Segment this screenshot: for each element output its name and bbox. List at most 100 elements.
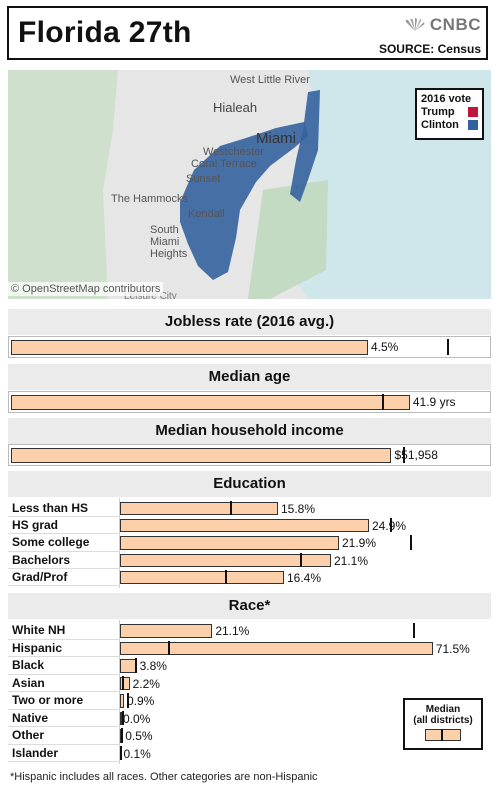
median-tick	[402, 447, 405, 463]
value-label: 15.8%	[281, 502, 316, 516]
brand-logo: CNBC	[404, 15, 481, 35]
header-box	[7, 6, 488, 60]
chart-box: 4.5%	[8, 336, 491, 358]
value-label: 0.5%	[125, 729, 153, 743]
bar	[11, 340, 368, 355]
value-label: 21.9%	[342, 536, 377, 551]
category-label: Some college	[8, 534, 120, 552]
category-label: Grad/Prof	[8, 569, 120, 586]
legend-item-clinton: Clinton	[421, 119, 478, 131]
map-label-hialeah: Hialeah	[213, 100, 258, 115]
section-header: Education	[8, 471, 491, 497]
median-tick	[390, 518, 392, 533]
median-legend-tick	[441, 729, 443, 741]
chart-box: Less than HS 15.8% HS grad 24.9% Some colleg…	[8, 498, 491, 588]
bar	[120, 502, 278, 516]
bar	[120, 570, 284, 584]
bar	[120, 641, 433, 655]
bar	[120, 536, 339, 550]
bar	[120, 553, 331, 567]
category-label: Less than HS	[8, 500, 120, 518]
vote-legend: 2016 vote Trump Clinton	[415, 88, 484, 140]
bar	[11, 395, 410, 410]
median-tick	[135, 658, 138, 673]
value-label: 3.8%	[139, 659, 167, 673]
map-label-westchester: Westchester	[203, 146, 264, 158]
section-header: Race*	[8, 593, 491, 619]
chart-box: $51,958	[8, 444, 491, 466]
median-tick	[126, 693, 129, 708]
median-tick	[447, 339, 450, 355]
median-legend: Median (all districts)	[403, 698, 483, 750]
source-note: SOURCE: Census	[378, 42, 481, 56]
median-tick	[382, 394, 385, 410]
value-label: 2.2%	[132, 676, 160, 691]
map-label-miami: Miami	[256, 130, 296, 147]
median-tick	[121, 710, 124, 725]
median-tick	[300, 552, 302, 567]
label-divider	[119, 498, 120, 588]
value-label: 21.1%	[334, 553, 369, 568]
chart-box: 41.9 yrs	[8, 391, 491, 413]
category-label: Other	[8, 727, 120, 745]
bar	[120, 659, 137, 673]
map-label-west-little-river: West Little River	[230, 74, 310, 86]
value-label: $51,958	[394, 448, 438, 462]
clinton-swatch	[468, 120, 478, 130]
legend-title: 2016 vote	[421, 93, 472, 105]
section-header: Median age	[8, 364, 491, 390]
bar	[120, 711, 122, 725]
map-label-the-hammocks: The Hammocks	[111, 193, 189, 205]
median-tick	[122, 675, 125, 690]
category-label: Asian	[8, 675, 120, 692]
median-tick	[168, 640, 171, 655]
median-tick	[225, 569, 227, 584]
median-tick	[413, 623, 416, 638]
category-label: Hispanic	[8, 640, 120, 657]
category-label: Bachelors	[8, 552, 120, 569]
trump-swatch	[468, 107, 478, 117]
value-label: 24.9%	[372, 519, 407, 534]
median-tick	[121, 728, 124, 743]
district-shape-east	[290, 90, 320, 202]
map-label-sunset: Sunset	[186, 173, 221, 185]
section-header: Median household income	[8, 418, 491, 444]
median-tick	[230, 501, 232, 516]
footnote: *Hispanic includes all races. Other cate…	[10, 771, 318, 783]
legend-item-trump: Trump	[421, 106, 478, 118]
category-label: White NH	[8, 622, 120, 640]
section-header: Jobless rate (2016 avg.)	[8, 309, 491, 335]
map-label-south-miami-heights: South Miami Heights	[150, 224, 188, 260]
value-label: 4.5%	[371, 340, 399, 354]
category-label: Native	[8, 710, 120, 727]
value-label: 0.0%	[123, 711, 151, 726]
median-legend-line2: (all districts)	[413, 715, 473, 726]
district-shape-west	[180, 122, 308, 280]
bar	[120, 694, 124, 708]
category-label: Black	[8, 657, 120, 675]
value-label: 0.1%	[123, 746, 151, 761]
map-label-kendall: Kendall	[188, 208, 225, 220]
value-label: 71.5%	[435, 641, 470, 656]
brand-name: CNBC	[429, 15, 481, 34]
category-label: HS grad	[8, 517, 120, 535]
value-label: 41.9 yrs	[412, 395, 456, 409]
median-tick	[120, 745, 123, 760]
bar	[120, 676, 130, 690]
bar	[120, 624, 213, 638]
park-area	[248, 180, 328, 299]
median-legend-bar	[425, 729, 461, 741]
map-label-coral-terrace: Coral Terrace	[191, 158, 257, 170]
bar	[11, 448, 392, 463]
value-label: 21.1%	[215, 624, 250, 638]
median-tick	[410, 535, 412, 550]
value-label: 16.4%	[287, 570, 322, 585]
page-title: Florida 27th	[18, 16, 192, 49]
map-attribution: © OpenStreetMap contributors	[8, 282, 164, 296]
category-label: Islander	[8, 745, 120, 762]
everglades-area	[8, 70, 118, 299]
category-label: Two or more	[8, 692, 120, 710]
peacock-icon	[405, 18, 425, 31]
value-label: 0.9%	[126, 694, 155, 708]
bar	[120, 519, 369, 533]
